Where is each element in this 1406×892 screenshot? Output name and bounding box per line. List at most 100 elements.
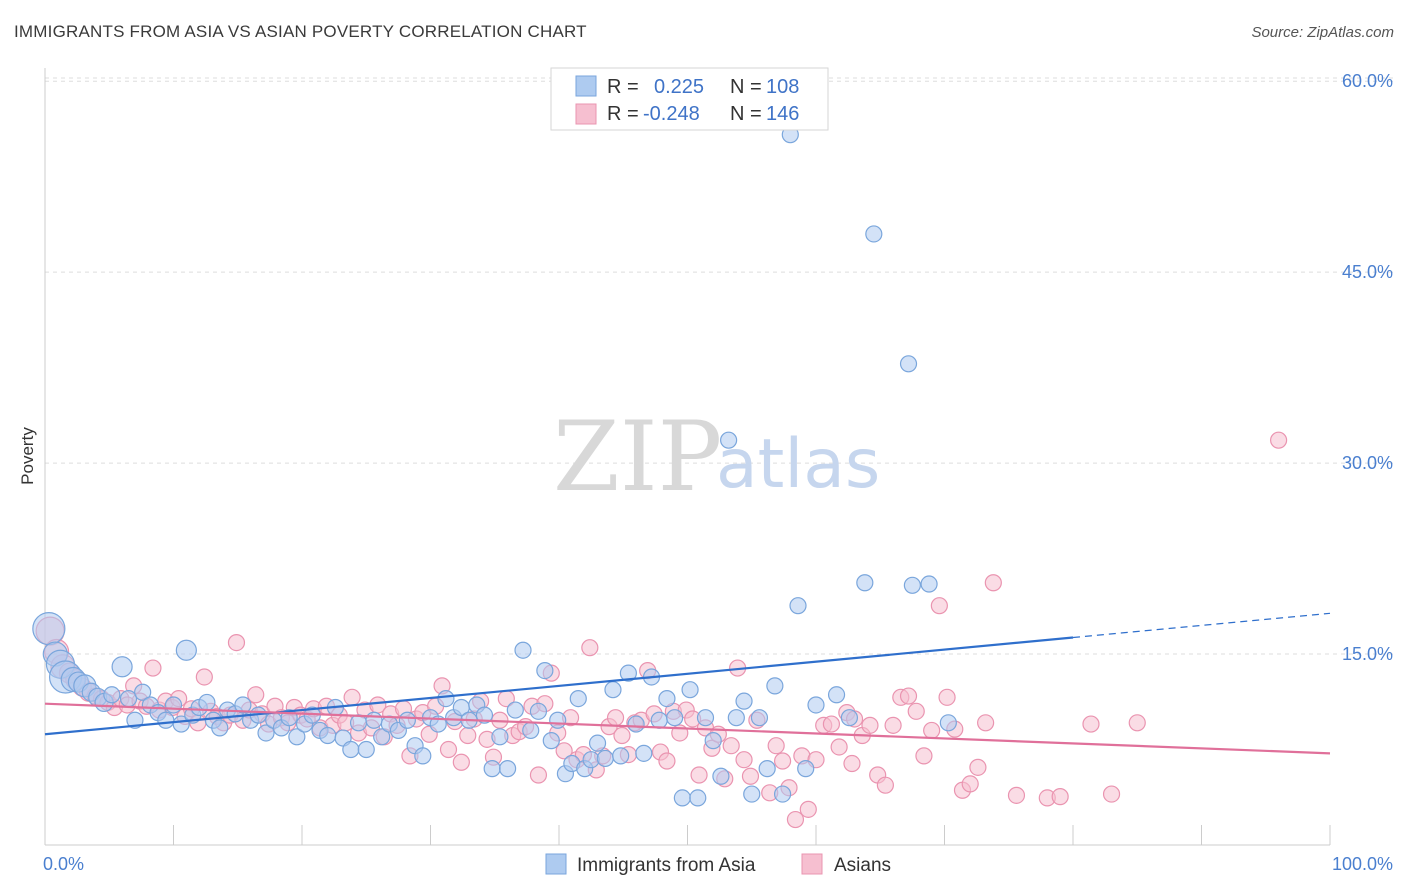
trend-line-immigrants-extension	[1072, 612, 1331, 639]
legend-n-value: 146	[766, 103, 799, 125]
series-label-immigrants: Immigrants from Asia	[577, 855, 756, 876]
point-immigrants	[840, 709, 859, 727]
y-axis-label: Poverty	[18, 427, 37, 485]
point-immigrants	[475, 706, 494, 724]
point-immigrants	[689, 789, 707, 807]
point-asians	[606, 709, 625, 727]
point-asians	[195, 668, 213, 686]
point-immigrants	[549, 711, 567, 729]
point-immigrants	[650, 711, 668, 729]
data-points	[32, 126, 1288, 829]
point-immigrants	[743, 785, 761, 803]
point-asians	[343, 688, 361, 706]
point-immigrants	[103, 686, 121, 704]
point-asians	[1269, 431, 1288, 449]
point-immigrants	[696, 709, 715, 727]
point-asians	[459, 726, 477, 745]
point-asians	[938, 688, 956, 706]
point-asians	[741, 767, 760, 785]
point-immigrants	[373, 728, 391, 746]
point-immigrants	[612, 747, 630, 765]
point-immigrants	[491, 728, 509, 746]
point-asians	[555, 742, 573, 760]
legend-swatch-pink	[575, 103, 597, 125]
point-asians	[1051, 788, 1069, 806]
point-immigrants	[720, 431, 738, 449]
point-asians	[773, 752, 792, 770]
series-legend: Immigrants from Asia Asians	[545, 853, 891, 876]
point-immigrants	[365, 711, 383, 729]
point-asians	[1128, 714, 1146, 732]
trend-line-asians	[44, 702, 1331, 755]
point-asians	[529, 766, 548, 784]
point-immigrants	[164, 696, 183, 714]
point-immigrants	[727, 709, 745, 727]
point-immigrants	[704, 732, 722, 750]
point-immigrants	[750, 709, 769, 727]
legend-n-value: 108	[766, 76, 799, 98]
series-label-asians: Asians	[834, 855, 891, 876]
point-immigrants	[211, 719, 229, 737]
point-immigrants	[758, 760, 776, 778]
point-immigrants	[319, 726, 337, 745]
point-asians	[930, 597, 948, 615]
point-asians	[613, 726, 631, 745]
point-asians	[767, 737, 785, 755]
point-asians	[786, 810, 805, 829]
point-immigrants	[666, 709, 684, 727]
trend-line-immigrants	[44, 636, 1074, 736]
y-tick-label: 45.0%	[1342, 262, 1393, 282]
point-immigrants	[582, 751, 600, 769]
point-immigrants	[596, 749, 614, 768]
point-immigrants	[903, 576, 921, 594]
point-immigrants	[398, 711, 416, 729]
point-asians	[735, 751, 753, 769]
point-immigrants	[635, 744, 653, 762]
point-immigrants	[773, 785, 792, 803]
point-asians	[969, 758, 987, 776]
point-immigrants	[627, 715, 645, 733]
point-immigrants	[588, 734, 607, 752]
point-asians	[899, 687, 918, 705]
legend-r-value: -0.248	[643, 103, 700, 125]
point-asians	[915, 747, 933, 765]
point-immigrants	[827, 686, 846, 704]
x-tick-label: 0.0%	[43, 854, 84, 874]
point-asians	[1007, 786, 1026, 804]
point-asians	[247, 686, 265, 704]
x-tick-label: 100.0%	[1332, 854, 1393, 874]
point-immigrants	[807, 696, 825, 714]
point-immigrants	[126, 711, 144, 729]
watermark: ZIP atlas	[553, 401, 880, 513]
point-immigrants	[288, 728, 306, 746]
point-immigrants	[939, 714, 957, 732]
point-immigrants	[529, 702, 548, 720]
point-immigrants	[766, 677, 784, 695]
point-immigrants	[514, 641, 532, 659]
point-immigrants	[536, 661, 554, 680]
point-immigrants	[619, 664, 637, 682]
legend-n-label: N =	[730, 103, 762, 125]
y-tick-label: 30.0%	[1342, 453, 1393, 473]
legend-r-value: 0.225	[654, 76, 704, 98]
point-asians	[799, 800, 817, 818]
legend-r-label: R =	[607, 103, 639, 125]
y-tick-label: 60.0%	[1342, 71, 1393, 91]
point-immigrants	[483, 760, 501, 778]
point-immigrants	[506, 701, 524, 719]
point-immigrants	[856, 574, 874, 592]
point-asians	[722, 737, 740, 755]
point-asians	[822, 715, 841, 733]
point-immigrants	[175, 639, 197, 661]
point-asians	[658, 752, 676, 770]
point-immigrants	[357, 740, 375, 759]
point-immigrants	[899, 355, 918, 373]
point-asians	[923, 721, 941, 740]
point-immigrants	[658, 690, 676, 708]
point-immigrants	[712, 767, 730, 785]
point-immigrants	[234, 696, 252, 714]
point-immigrants	[604, 681, 622, 699]
point-immigrants	[32, 611, 66, 646]
point-immigrants	[414, 747, 432, 765]
point-asians	[984, 574, 1002, 592]
